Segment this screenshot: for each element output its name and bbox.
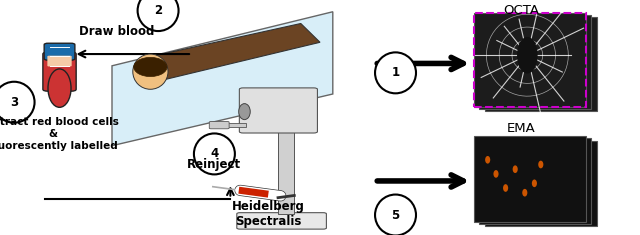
Bar [485,17,597,111]
Ellipse shape [503,184,508,192]
Text: Draw blood: Draw blood [79,25,154,38]
Ellipse shape [485,156,490,164]
Ellipse shape [375,195,416,235]
Ellipse shape [48,69,71,107]
FancyBboxPatch shape [43,52,76,91]
Ellipse shape [522,189,527,196]
Bar [479,138,591,224]
FancyBboxPatch shape [209,121,229,129]
Bar [474,136,586,222]
Text: 5: 5 [392,208,399,222]
Bar [474,13,586,107]
Ellipse shape [493,170,499,178]
Ellipse shape [538,161,543,168]
Ellipse shape [239,104,250,120]
Ellipse shape [0,82,35,123]
Text: 2: 2 [154,4,162,17]
Text: OCTA: OCTA [504,4,540,17]
FancyBboxPatch shape [47,56,72,67]
Bar [278,125,294,214]
Bar [485,141,597,226]
Ellipse shape [375,52,416,93]
Bar [474,13,586,107]
Text: Heidelberg
Spectralis: Heidelberg Spectralis [232,200,305,228]
Text: 4: 4 [211,147,218,161]
FancyBboxPatch shape [239,88,317,133]
Ellipse shape [518,38,537,73]
FancyBboxPatch shape [237,213,326,229]
Ellipse shape [532,180,537,187]
Text: Reinject: Reinject [188,158,241,171]
Ellipse shape [138,0,179,31]
Ellipse shape [133,54,168,89]
Text: Extract red blood cells
&
Fluorescently labelled: Extract red blood cells & Fluorescently … [0,117,119,151]
Ellipse shape [134,57,167,77]
Ellipse shape [513,165,518,173]
Text: EMA: EMA [508,121,536,135]
Polygon shape [112,12,333,146]
Bar [221,123,246,127]
FancyBboxPatch shape [44,43,75,60]
Bar [479,15,591,109]
Ellipse shape [194,133,235,174]
Polygon shape [141,24,320,82]
Text: 3: 3 [10,96,18,109]
Text: 1: 1 [392,66,399,79]
